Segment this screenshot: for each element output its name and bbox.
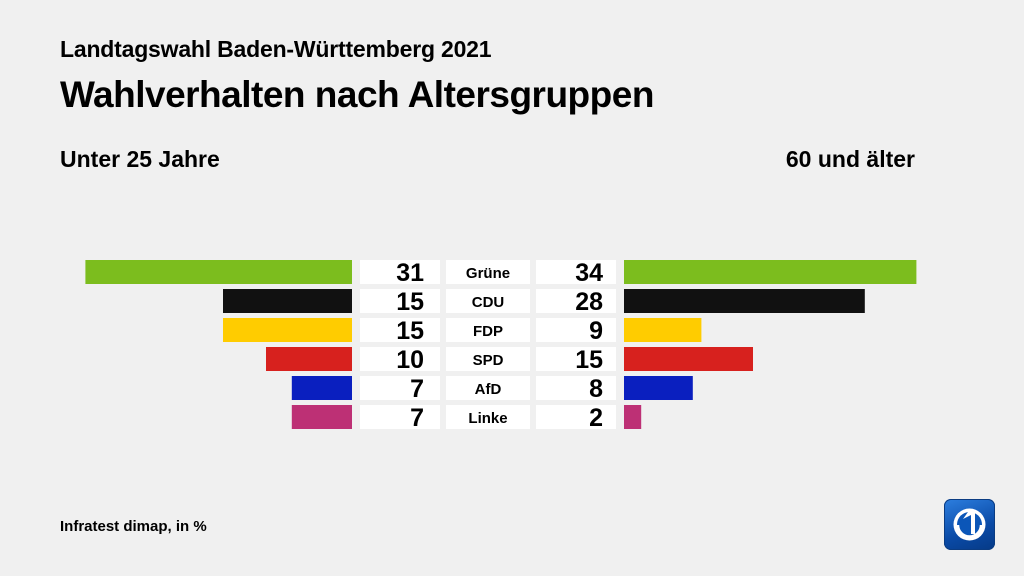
category-label: CDU [472, 294, 505, 311]
bar-right-linke [624, 405, 642, 429]
value-label-right: 8 [589, 375, 603, 403]
bar-left-grüne [85, 260, 353, 284]
value-label-right: 2 [589, 404, 603, 432]
bar-right-fdp [624, 318, 702, 342]
left-value-box [360, 405, 440, 429]
left-value-box [360, 289, 440, 313]
value-label-left: 15 [396, 317, 424, 345]
category-box [446, 405, 530, 429]
value-label-right: 34 [575, 259, 603, 287]
chart-subtitle: Landtagswahl Baden-Württemberg 2021 [60, 36, 492, 62]
category-label: SPD [473, 352, 504, 369]
category-box [446, 318, 530, 342]
bar-left-fdp [223, 318, 352, 342]
category-box [446, 289, 530, 313]
source-note: Infratest dimap, in % [60, 518, 207, 535]
left-value-box [360, 260, 440, 284]
bar-right-spd [624, 347, 753, 371]
category-label: Linke [468, 410, 507, 427]
value-label-left: 7 [410, 375, 424, 403]
value-label-right: 15 [575, 346, 603, 374]
right-value-box [536, 260, 616, 284]
bar-left-spd [266, 347, 352, 371]
right-group-label: 60 und älter [785, 146, 915, 172]
left-value-box [360, 376, 440, 400]
category-box [446, 347, 530, 371]
value-label-right: 28 [575, 288, 603, 316]
right-value-box [536, 318, 616, 342]
value-label-left: 10 [396, 346, 424, 374]
category-label: AfD [475, 381, 502, 398]
right-value-box [536, 376, 616, 400]
bar-right-grüne [624, 260, 917, 284]
right-value-box [536, 347, 616, 371]
bar-left-afd [291, 376, 352, 400]
left-value-box [360, 318, 440, 342]
value-label-left: 15 [396, 288, 424, 316]
right-value-box [536, 289, 616, 313]
value-label-right: 9 [589, 317, 603, 345]
left-value-box [360, 347, 440, 371]
chart-title: Wahlverhalten nach Altersgruppen [60, 74, 654, 115]
value-label-left: 7 [410, 404, 424, 432]
bar-right-cdu [624, 289, 865, 313]
category-box [446, 260, 530, 284]
left-group-label: Unter 25 Jahre [60, 146, 220, 172]
category-box [446, 376, 530, 400]
ard-logo-icon [944, 499, 995, 550]
category-label: Grüne [466, 265, 510, 282]
bar-left-cdu [223, 289, 352, 313]
right-value-box [536, 405, 616, 429]
bar-left-linke [291, 405, 352, 429]
value-label-left: 31 [396, 259, 424, 287]
category-label: FDP [473, 323, 503, 340]
bar-right-afd [624, 376, 693, 400]
